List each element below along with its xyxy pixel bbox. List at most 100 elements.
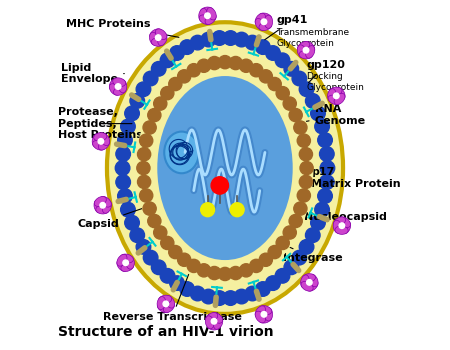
Circle shape (261, 19, 267, 24)
Circle shape (218, 56, 232, 69)
Ellipse shape (342, 221, 351, 234)
Ellipse shape (94, 200, 103, 213)
Circle shape (234, 289, 249, 304)
Circle shape (212, 31, 227, 46)
Circle shape (229, 266, 242, 280)
Ellipse shape (212, 313, 223, 323)
Circle shape (268, 77, 281, 91)
Circle shape (144, 250, 158, 265)
Circle shape (276, 86, 289, 100)
Circle shape (117, 133, 132, 147)
Circle shape (190, 286, 205, 301)
Ellipse shape (329, 87, 342, 96)
Circle shape (275, 268, 290, 283)
Circle shape (229, 56, 242, 70)
Circle shape (205, 13, 210, 19)
Circle shape (138, 175, 151, 189)
Ellipse shape (333, 220, 342, 233)
Ellipse shape (339, 217, 351, 228)
Ellipse shape (255, 306, 266, 317)
Ellipse shape (107, 22, 343, 314)
Circle shape (259, 253, 272, 266)
Ellipse shape (199, 15, 211, 24)
Circle shape (256, 282, 270, 296)
Ellipse shape (207, 322, 220, 330)
Circle shape (125, 106, 140, 121)
Text: Protease,
Peptides,
Host Proteins: Protease, Peptides, Host Proteins (58, 107, 143, 140)
Text: Integrase: Integrase (264, 236, 343, 262)
Text: RNA
Genome: RNA Genome (271, 105, 366, 128)
Ellipse shape (136, 52, 314, 284)
Circle shape (170, 276, 184, 290)
Text: Docking
Glycoprotein: Docking Glycoprotein (306, 72, 365, 92)
Circle shape (294, 202, 307, 215)
Ellipse shape (118, 80, 127, 93)
Circle shape (211, 177, 229, 194)
Circle shape (140, 189, 153, 202)
Circle shape (320, 175, 334, 189)
Circle shape (136, 82, 151, 97)
Text: p17
Matrix Protein: p17 Matrix Protein (303, 167, 401, 189)
Ellipse shape (335, 226, 348, 234)
Circle shape (310, 216, 325, 230)
Ellipse shape (199, 8, 207, 21)
Ellipse shape (302, 274, 315, 282)
Circle shape (180, 40, 194, 54)
Ellipse shape (92, 134, 101, 147)
Circle shape (320, 161, 335, 175)
Text: Nucleocapsid: Nucleocapsid (285, 205, 387, 222)
Ellipse shape (301, 275, 309, 288)
Ellipse shape (117, 260, 127, 271)
Ellipse shape (264, 308, 273, 321)
Text: Capsid: Capsid (77, 205, 151, 229)
Ellipse shape (255, 13, 266, 25)
Ellipse shape (259, 13, 272, 22)
Circle shape (306, 94, 320, 108)
Ellipse shape (206, 313, 218, 322)
Circle shape (121, 202, 135, 217)
Circle shape (211, 318, 217, 324)
Circle shape (178, 70, 191, 83)
Circle shape (218, 267, 232, 281)
Circle shape (303, 48, 309, 53)
Ellipse shape (333, 217, 346, 227)
Ellipse shape (205, 316, 214, 329)
Circle shape (266, 46, 280, 60)
Ellipse shape (297, 45, 306, 58)
Ellipse shape (200, 7, 213, 15)
Circle shape (121, 119, 135, 134)
Circle shape (292, 250, 306, 265)
Ellipse shape (113, 86, 126, 95)
Ellipse shape (297, 41, 310, 51)
Ellipse shape (299, 50, 312, 59)
Ellipse shape (306, 46, 315, 58)
Circle shape (256, 40, 270, 54)
Circle shape (276, 236, 289, 250)
Circle shape (212, 291, 227, 305)
Circle shape (130, 94, 144, 108)
Circle shape (117, 189, 132, 203)
Ellipse shape (303, 41, 315, 52)
Circle shape (137, 161, 150, 175)
Ellipse shape (102, 201, 112, 213)
Ellipse shape (121, 254, 133, 263)
Text: Transmembrane
Glycoprotein: Transmembrane Glycoprotein (276, 28, 350, 48)
Circle shape (100, 203, 105, 208)
Circle shape (187, 259, 200, 273)
Circle shape (116, 147, 130, 161)
Ellipse shape (109, 84, 120, 95)
Circle shape (169, 77, 182, 91)
Circle shape (163, 301, 169, 307)
Circle shape (208, 266, 221, 280)
Circle shape (318, 133, 333, 147)
Circle shape (98, 139, 104, 144)
Circle shape (208, 56, 221, 70)
Ellipse shape (309, 274, 318, 287)
Ellipse shape (151, 38, 165, 46)
Circle shape (259, 70, 272, 83)
Ellipse shape (207, 8, 216, 20)
Circle shape (230, 203, 244, 217)
Circle shape (201, 203, 215, 217)
Circle shape (310, 106, 325, 121)
Circle shape (283, 226, 297, 239)
